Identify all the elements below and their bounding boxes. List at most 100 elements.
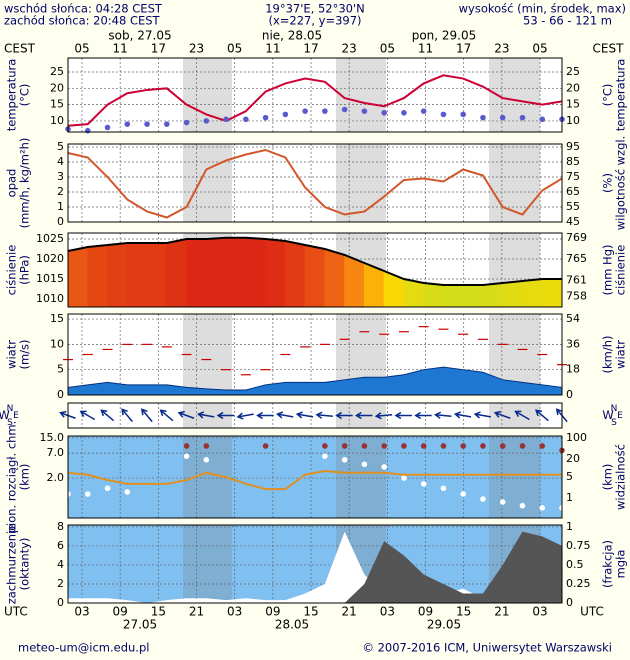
right-axis-label: ciśnienie [614,245,628,296]
utc-label: UTC [580,605,604,619]
series-dot [381,464,387,470]
wind-arrow [256,411,274,420]
series-dot [480,496,486,502]
series-dot [341,457,348,463]
pressure-fill [166,238,188,308]
series-dot [183,453,190,459]
series-dot [401,109,407,116]
y2-tick-label: 0 [566,388,573,401]
hour-utc: 15 [456,605,471,619]
compass-w: W [0,408,10,422]
y2-tick-label: 20 [566,81,580,94]
series-dot [341,106,348,113]
y-tick-label: 8 [57,520,64,533]
panel-frame [67,313,563,396]
hour-utc: 21 [342,605,357,619]
sunset: zachód słońca: 20:48 CEST [4,14,161,28]
panel-bg [68,58,562,132]
wind-arrow [374,412,393,420]
series-dot [440,485,447,492]
hour-cest: 05 [532,42,547,56]
y2-tick-label: 25 [566,65,580,78]
series-dot [460,111,467,118]
y-tick-label: 15 [50,312,64,325]
panel-frame [67,232,563,308]
hour-cest: 11 [265,42,280,56]
y-tick-label: 2 [57,185,64,198]
series-dot [223,116,229,123]
wind-arrow [177,410,195,419]
compass-e: E [13,411,19,421]
series-dot [361,443,368,449]
panel-bg [68,436,562,518]
left-axis-label: (hPa) [18,255,32,285]
pressure-fill [304,244,326,308]
series-dot [499,114,506,121]
y2-tick-label: 0.5 [566,558,584,571]
series-line [67,148,563,219]
pressure-fill [502,280,523,308]
pressure-fill [442,284,464,308]
series-dot [124,489,131,495]
left-axis-label: (m/s) [18,339,32,369]
night-band [336,144,386,222]
series-dot [519,443,526,449]
pressure-fill [521,278,543,308]
hour-cest: 05 [227,42,242,56]
hour-utc: 09 [418,605,433,619]
pressure-fill [284,240,306,308]
wind-arrow [236,412,254,420]
series-area [68,531,562,603]
series-dot [460,491,467,497]
hour-utc: 15 [151,605,166,619]
series-dot [203,457,210,463]
wind-arrow [434,411,452,419]
y2-tick-label: 769 [566,231,587,244]
panel-bg [68,144,562,222]
panel-frame [67,402,563,429]
hour-cest: 23 [189,42,204,56]
y-tick-label: 5 [57,140,64,153]
y-tick-label: 3 [57,170,64,183]
y2-tick-label: 18 [566,363,580,376]
left-axis-label: (°C) [18,84,32,107]
wind-arrow [140,408,153,423]
compass-w: W [602,408,613,422]
wind-arrow [394,411,412,420]
cest-label: CEST [593,42,625,56]
y-tick-label: 1020 [36,252,64,265]
compass-e: E [617,411,623,421]
y-tick-label: 4 [57,155,64,168]
wind-arrow [453,411,472,419]
y2-tick-label: 10 [566,114,580,127]
right-axis-label: (%) [601,173,615,193]
pressure-fill [462,284,484,308]
height-values: 53 - 66 - 121 m [523,14,612,28]
hour-cest: 17 [151,42,166,56]
night-band [183,525,232,603]
pressure-fill [482,282,504,308]
series-dot [381,443,387,449]
series-dot [183,443,190,449]
date-top: nie, 28.05 [262,29,322,43]
wind-arrow [295,411,314,419]
panel-frame [67,435,563,519]
series-line [67,469,562,491]
y-tick-label: 2 [57,577,64,590]
wind-arrow [414,411,432,420]
wind-arrow [315,411,333,419]
pressure-fill [265,238,286,308]
wind-arrow [121,408,133,423]
pressure-fill [126,242,148,308]
footer-copyright: © 2007-2016 ICM, Uniwersytet Warszawski [362,641,612,655]
y2-tick-label: 5 [566,470,573,483]
night-band [336,436,386,518]
y-tick-label: 15.0 [40,431,65,444]
night-band [489,144,540,222]
left-axis-label: (km) [18,464,32,491]
wind-arrow [514,410,530,421]
series-dot [440,111,447,118]
series-dot [144,121,150,127]
pressure-fill [423,282,444,308]
